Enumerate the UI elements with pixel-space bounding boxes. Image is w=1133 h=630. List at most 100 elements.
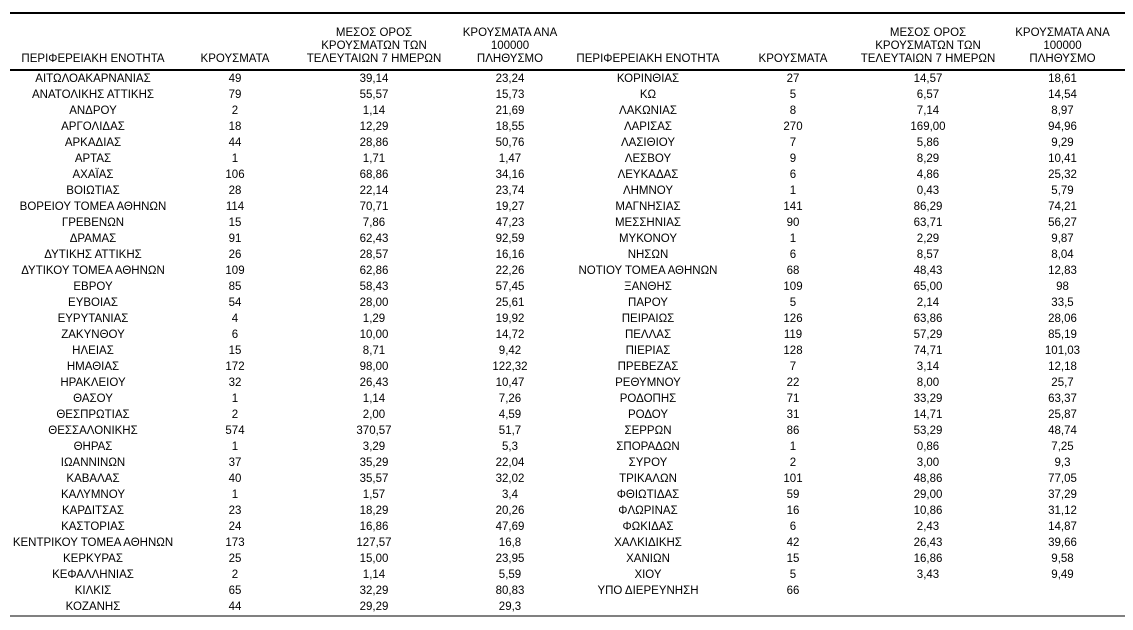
table-row: ΚΑΡΔΙΤΣΑΣ 23 18,29 20,26 xyxy=(10,503,566,519)
cell-cases: 7 xyxy=(789,361,797,373)
cell-avg-7day: 63,86 xyxy=(913,313,943,325)
table-row: ΘΕΣΣΑΛΟΝΙΚΗΣ 574 370,57 51,7 xyxy=(10,423,566,439)
cell-cases: 270 xyxy=(783,121,803,133)
cell-regional-unit: ΜΕΣΣΗΝΙΑΣ xyxy=(614,217,682,229)
cases-tables-container: ΠΕΡΙΦΕΡΕΙΑΚΗ ΕΝΟΤΗΤΑ ΚΡΟΥΣΜΑΤΑ ΜΕΣΟΣ ΟΡΟ… xyxy=(10,12,1125,617)
cell-regional-unit: ΕΥΡΥΤΑΝΙΑΣ xyxy=(57,313,129,325)
cell-cases: 1 xyxy=(231,393,239,405)
cell-cases: 119 xyxy=(783,329,803,341)
table-row: ΒΟΡΕΙΟΥ ΤΟΜΕΑ ΑΘΗΝΩΝ 114 70,71 19,27 xyxy=(10,199,566,215)
cell-cases: 18 xyxy=(228,121,242,133)
header-avg-7day: ΜΕΣΟΣ ΟΡΟΣ ΚΡΟΥΣΜΑΤΩΝ ΤΩΝ ΤΕΛΕΥΤΑΙΩΝ 7 Η… xyxy=(294,14,454,71)
cell-per-100k: 12,83 xyxy=(1048,265,1077,277)
cell-cases: 1 xyxy=(231,441,239,453)
cell-regional-unit: ΠΙΕΡΙΑΣ xyxy=(625,345,671,357)
table-row: ΝΟΤΙΟΥ ΤΟΜΕΑ ΑΘΗΝΩΝ 68 48,43 12,83 xyxy=(566,263,1125,279)
cell-regional-unit: ΑΡΓΟΛΙΔΑΣ xyxy=(61,121,125,133)
cell-cases: 66 xyxy=(786,585,800,597)
cell-per-100k: 15,73 xyxy=(495,89,525,101)
table-row: ΚΙΛΚΙΣ 65 32,29 80,83 xyxy=(10,583,566,599)
cell-cases: 5 xyxy=(789,569,797,581)
cell-avg-7day: 15,00 xyxy=(359,553,389,565)
table-row: ΚΩ 5 6,57 14,54 xyxy=(566,87,1125,103)
cell-regional-unit: ΗΡΑΚΛΕΙΟΥ xyxy=(60,377,126,389)
cell-avg-7day: 8,71 xyxy=(362,345,386,357)
cell-per-100k: 5,59 xyxy=(498,569,522,581)
table-row: ΑΡΚΑΔΙΑΣ 44 28,86 50,76 xyxy=(10,135,566,151)
table-row: ΦΘΙΩΤΙΔΑΣ 59 29,00 37,29 xyxy=(566,487,1125,503)
header-cases: ΚΡΟΥΣΜΑΤΑ xyxy=(176,14,294,71)
table-row: ΜΕΣΣΗΝΙΑΣ 90 63,71 56,27 xyxy=(566,215,1125,231)
cell-per-100k: 34,16 xyxy=(495,169,525,181)
cell-per-100k: 1,47 xyxy=(498,153,522,165)
table-row: ΞΑΝΘΗΣ 109 65,00 98 xyxy=(566,279,1125,295)
cell-regional-unit: ΥΠΟ ΔΙΕΡΕΥΝΗΣΗ xyxy=(597,585,699,597)
cell-per-100k: 101,03 xyxy=(1044,345,1081,357)
cell-per-100k: 32,02 xyxy=(495,473,525,485)
cell-avg-7day: 7,86 xyxy=(362,217,386,229)
cell-avg-7day: 2,00 xyxy=(362,409,386,421)
cell-avg-7day: 35,57 xyxy=(359,473,389,485)
cell-per-100k: 9,42 xyxy=(498,345,522,357)
cell-per-100k: 9,49 xyxy=(1051,569,1074,581)
cell-avg-7day xyxy=(856,583,1000,599)
cell-regional-unit: ΙΩΑΝΝΙΝΩΝ xyxy=(60,457,126,469)
cell-cases: 7 xyxy=(789,137,797,149)
cell-per-100k: 9,3 xyxy=(1054,457,1071,469)
cell-cases: 173 xyxy=(225,537,245,549)
cell-avg-7day: 32,29 xyxy=(359,585,389,597)
cell-regional-unit: ΝΟΤΙΟΥ ΤΟΜΕΑ ΑΘΗΝΩΝ xyxy=(578,265,718,277)
table-row: ΚΑΛΥΜΝΟΥ 1 1,57 3,4 xyxy=(10,487,566,503)
cell-avg-7day: 55,57 xyxy=(359,89,389,101)
table-row: ΘΗΡΑΣ 1 3,29 5,3 xyxy=(10,439,566,455)
cell-cases: 15 xyxy=(786,553,800,565)
cell-avg-7day: 28,57 xyxy=(359,249,389,261)
cell-cases: 2 xyxy=(231,569,239,581)
cell-avg-7day: 35,29 xyxy=(359,457,389,469)
table-row: ΑΝΑΤΟΛΙΚΗΣ ΑΤΤΙΚΗΣ 79 55,57 15,73 xyxy=(10,87,566,103)
table-header-right: ΠΕΡΙΦΕΡΕΙΑΚΗ ΕΝΟΤΗΤΑ ΚΡΟΥΣΜΑΤΑ ΜΕΣΟΣ ΟΡΟ… xyxy=(566,14,1125,71)
cell-avg-7day: 63,71 xyxy=(913,217,943,229)
cell-avg-7day: 68,86 xyxy=(359,169,389,181)
cell-avg-7day: 29,29 xyxy=(359,601,389,613)
cell-regional-unit: ΚΑΣΤΟΡΙΑΣ xyxy=(61,521,125,533)
cell-cases: 85 xyxy=(228,281,242,293)
cell-per-100k: 7,26 xyxy=(498,393,522,405)
cell-per-100k: 47,23 xyxy=(495,217,525,229)
cell-regional-unit: ΧΑΛΚΙΔΙΚΗΣ xyxy=(614,537,682,549)
cell-regional-unit: ΛΑΚΩΝΙΑΣ xyxy=(619,105,677,117)
cell-regional-unit: ΚΕΝΤΡΙΚΟΥ ΤΟΜΕΑ ΑΘΗΝΩΝ xyxy=(12,537,174,549)
cell-per-100k: 20,26 xyxy=(495,505,525,517)
cell-regional-unit: ΗΛΕΙΑΣ xyxy=(72,345,114,357)
table-row: ΒΟΙΩΤΙΑΣ 28 22,14 23,74 xyxy=(10,183,566,199)
table-row: ΠΡΕΒΕΖΑΣ 7 3,14 12,18 xyxy=(566,359,1125,375)
cell-regional-unit: ΦΩΚΙΔΑΣ xyxy=(622,521,674,533)
table-row: ΕΒΡΟΥ 85 58,43 57,45 xyxy=(10,279,566,295)
cell-cases: 8 xyxy=(789,105,797,117)
cell-cases: 90 xyxy=(786,217,800,229)
table-row: ΡΟΔΟΥ 31 14,71 25,87 xyxy=(566,407,1125,423)
cell-cases: 42 xyxy=(786,537,800,549)
cell-regional-unit: ΡΟΔΟΠΗΣ xyxy=(619,393,677,405)
cell-per-100k: 5,79 xyxy=(1051,185,1074,197)
table-row: ΚΑΣΤΟΡΙΑΣ 24 16,86 47,69 xyxy=(10,519,566,535)
cell-regional-unit: ΧΑΝΙΩΝ xyxy=(626,553,670,565)
cell-avg-7day: 6,57 xyxy=(916,89,940,101)
cell-per-100k: 122,32 xyxy=(492,361,528,373)
cell-cases: 172 xyxy=(225,361,245,373)
cell-avg-7day: 26,43 xyxy=(913,537,943,549)
cell-avg-7day: 1,29 xyxy=(362,313,386,325)
cell-per-100k: 22,04 xyxy=(495,457,525,469)
cell-per-100k: 25,61 xyxy=(495,297,525,309)
cell-regional-unit: ΛΕΥΚΑΔΑΣ xyxy=(617,169,679,181)
cell-regional-unit: ΣΠΟΡΑΔΩΝ xyxy=(616,441,680,453)
cases-table-left: ΠΕΡΙΦΕΡΕΙΑΚΗ ΕΝΟΤΗΤΑ ΚΡΟΥΣΜΑΤΑ ΜΕΣΟΣ ΟΡΟ… xyxy=(10,14,566,615)
cell-cases: 6 xyxy=(789,169,797,181)
cell-cases: 574 xyxy=(225,425,245,437)
header-regional-unit: ΠΕΡΙΦΕΡΕΙΑΚΗ ΕΝΟΤΗΤΑ xyxy=(566,14,730,71)
cell-avg-7day: 53,29 xyxy=(913,425,943,437)
cell-per-100k: 19,27 xyxy=(495,201,525,213)
cell-regional-unit: ΡΕΘΥΜΝΟΥ xyxy=(615,377,681,389)
cell-avg-7day: 29,00 xyxy=(913,489,943,501)
cell-avg-7day: 1,71 xyxy=(362,153,386,165)
